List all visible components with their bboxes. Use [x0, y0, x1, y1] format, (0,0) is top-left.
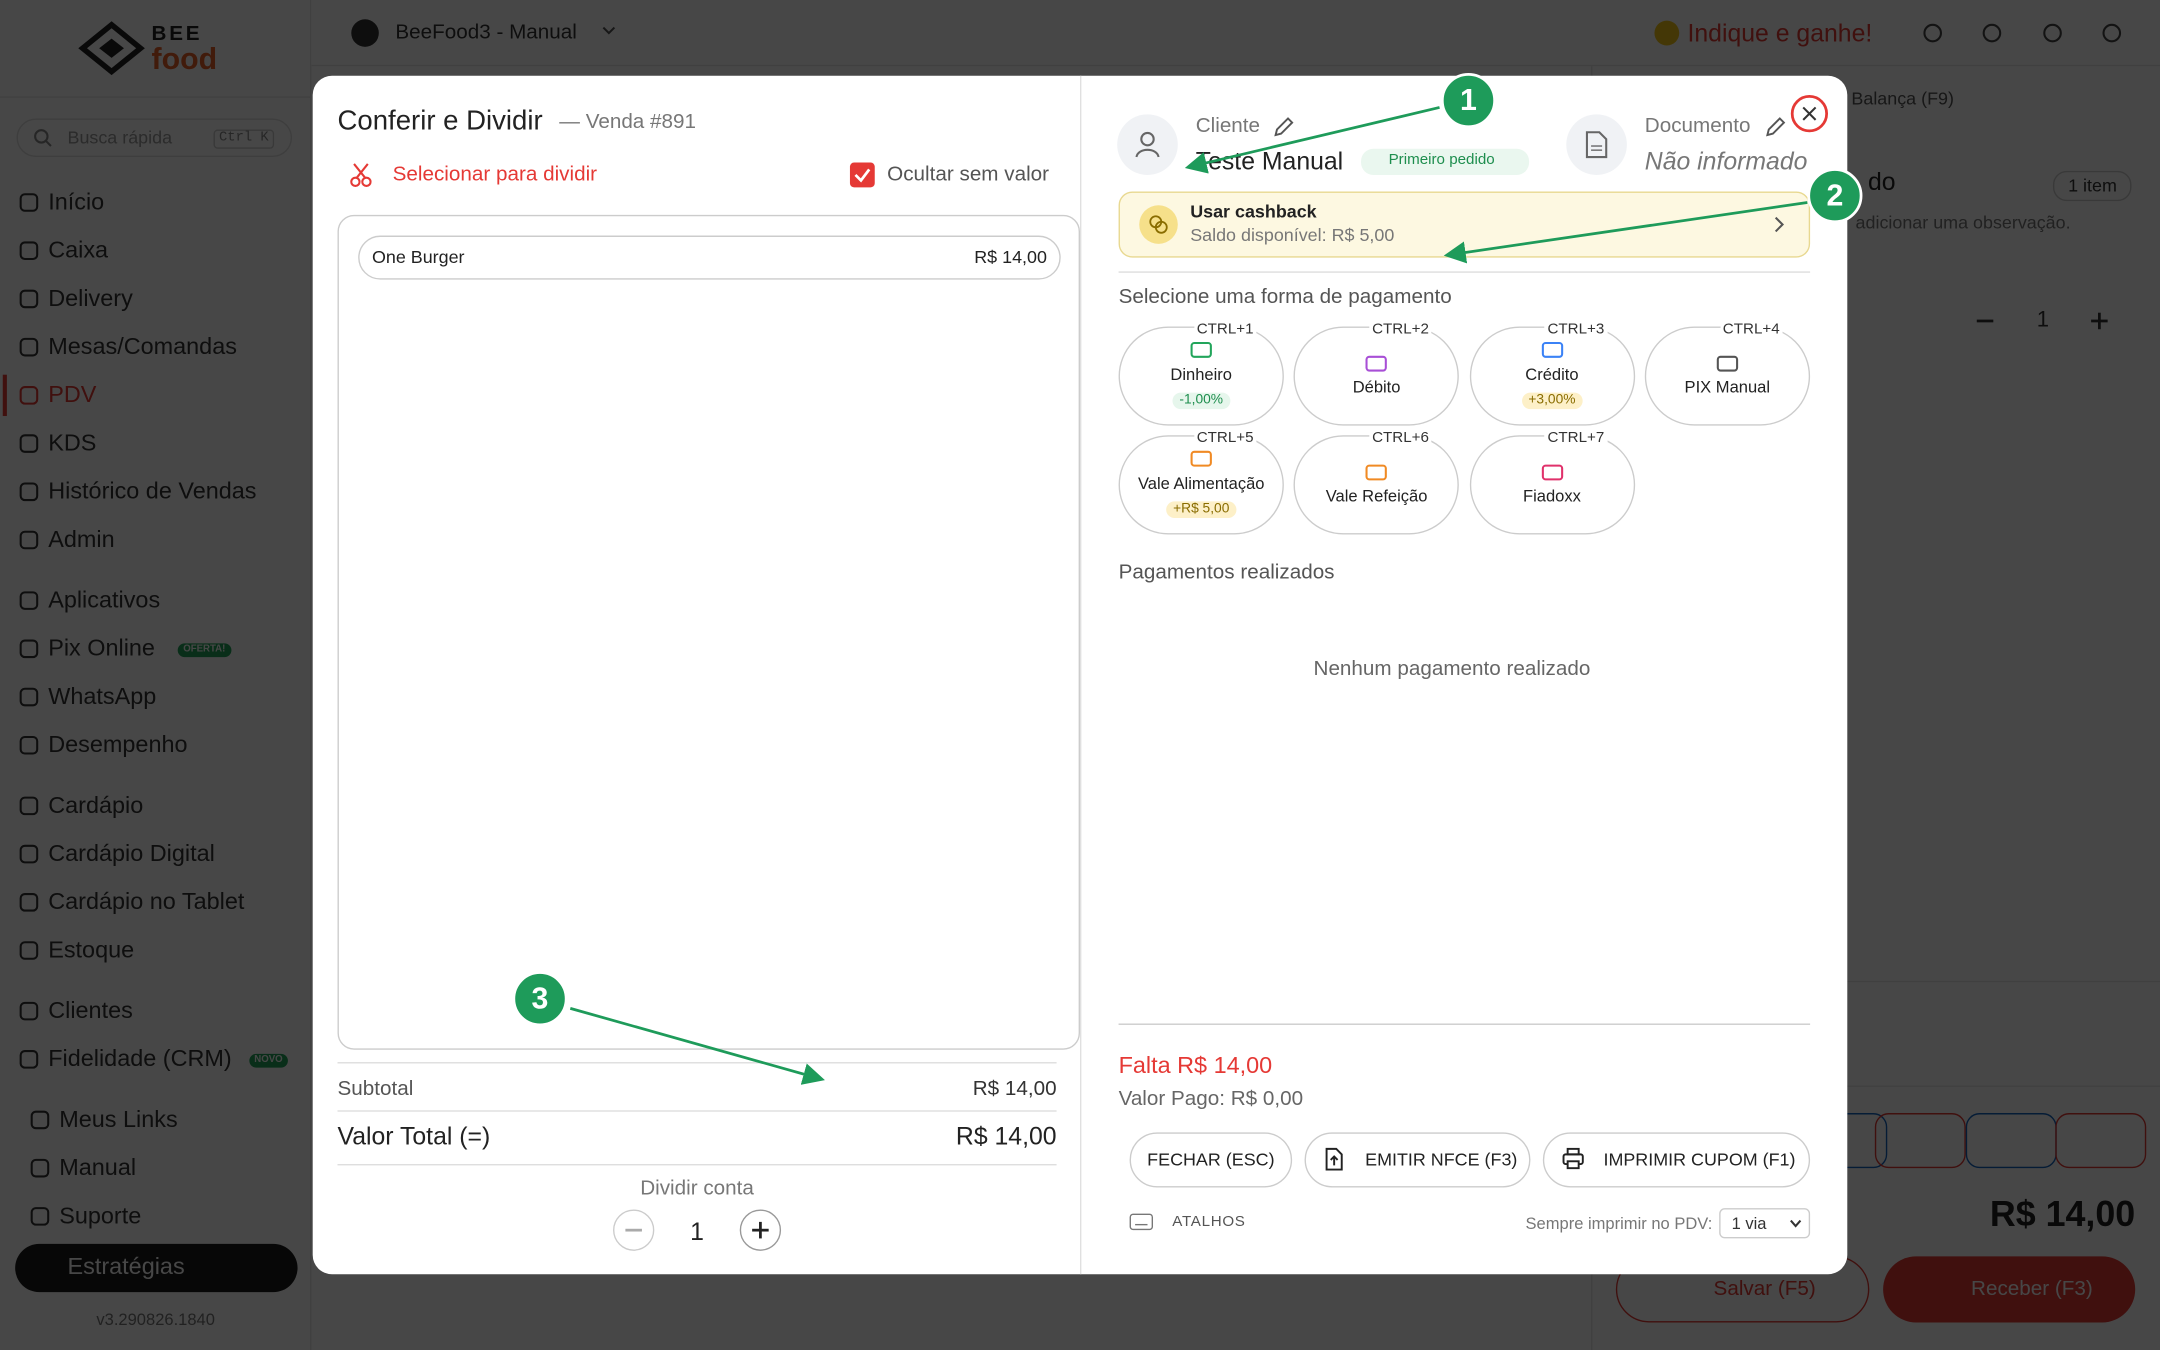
- document-avatar: [1566, 114, 1627, 175]
- summary-line: [337, 1164, 1057, 1166]
- method-icon: [1541, 464, 1563, 481]
- document-value: Não informado: [1644, 147, 1808, 175]
- total-label: Valor Total (=): [337, 1122, 491, 1151]
- select-split[interactable]: Selecionar para dividir: [392, 162, 598, 186]
- edit-icon: [1274, 117, 1294, 137]
- items-box: [337, 214, 1080, 1050]
- client-badge: Primeiro pedido: [1388, 151, 1495, 169]
- cashback-icon-bg: [1139, 205, 1178, 244]
- footer-button-label: FECHAR (ESC): [1147, 1148, 1275, 1170]
- footer-button-label: EMITIR NFCE (F3): [1365, 1148, 1518, 1170]
- print-option: 1 via: [1731, 1212, 1767, 1233]
- payment-method[interactable]: [1644, 326, 1810, 426]
- annotation-number: 1: [1460, 83, 1477, 118]
- method-name: Fiadoxx: [1522, 485, 1581, 505]
- scissors-icon: [350, 163, 372, 188]
- user-icon: [1135, 131, 1160, 158]
- payments-empty: Nenhum pagamento realizado: [1313, 656, 1591, 681]
- client-badge-box: [1361, 148, 1530, 175]
- total-value: R$ 14,00: [955, 1122, 1057, 1151]
- method-tag: +3,00%: [1521, 392, 1583, 410]
- method-name: Crédito: [1525, 364, 1579, 384]
- subtotal-label: Subtotal: [337, 1076, 414, 1101]
- method-shortcut: CTRL+1: [1193, 321, 1257, 340]
- split-plus[interactable]: [739, 1209, 782, 1251]
- method-name: PIX Manual: [1684, 376, 1771, 397]
- footer-button[interactable]: [1542, 1132, 1811, 1188]
- close-icon: [1802, 106, 1817, 121]
- method-tag: -1,00%: [1172, 392, 1230, 410]
- method-shortcut: CTRL+5: [1193, 430, 1257, 449]
- footer-button[interactable]: [1129, 1132, 1293, 1188]
- footer-button[interactable]: [1304, 1132, 1531, 1188]
- method-shortcut: CTRL+4: [1720, 321, 1783, 340]
- payment-method[interactable]: [1293, 326, 1460, 426]
- method-name: Vale Alimentação: [1137, 473, 1265, 493]
- method-shortcut: CTRL+6: [1369, 430, 1432, 449]
- summary-line: [337, 1062, 1057, 1064]
- select-chevron: [1790, 1219, 1802, 1228]
- method-name: Vale Refeição: [1325, 485, 1428, 505]
- hide-zero-label[interactable]: Ocultar sem valor: [887, 162, 1050, 186]
- method-shortcut: CTRL+7: [1544, 430, 1608, 449]
- split-count: 1: [690, 1217, 704, 1246]
- method-shortcut: CTRL+2: [1369, 321, 1432, 340]
- payment-method[interactable]: [1469, 435, 1635, 535]
- summary-line: [337, 1110, 1057, 1112]
- method-icon: [1365, 464, 1388, 481]
- minus-icon: [625, 1228, 642, 1232]
- annotation-number: 2: [1826, 178, 1844, 213]
- sale-number: — Venda #891: [559, 109, 697, 134]
- annotation-number: 3: [531, 981, 549, 1016]
- method-name: Dinheiro: [1170, 364, 1233, 384]
- shortcuts-link[interactable]: ATALHOS: [1172, 1213, 1246, 1231]
- cashback-balance: Saldo disponível: R$ 5,00: [1190, 224, 1395, 246]
- item-name: One Burger: [371, 246, 465, 268]
- payments-heading: Pagamentos realizados: [1118, 560, 1335, 584]
- section-line: [1118, 1023, 1811, 1025]
- button-icon: [1562, 1147, 1584, 1170]
- print-select[interactable]: [1719, 1208, 1811, 1239]
- document-label: Documento: [1644, 113, 1751, 138]
- plus-icon: [752, 1221, 769, 1239]
- method-icon: [1365, 355, 1388, 372]
- annotation-badge: [1440, 73, 1497, 129]
- method-icon: [1190, 341, 1212, 358]
- modal-title: Conferir e Dividir: [337, 105, 543, 136]
- print-label: Sempre imprimir no PDV:: [1525, 1212, 1713, 1233]
- keyboard-icon: [1129, 1213, 1154, 1231]
- item-row[interactable]: [358, 235, 1061, 280]
- subtotal-value: R$ 14,00: [972, 1076, 1057, 1101]
- remaining: Falta R$ 14,00: [1118, 1053, 1273, 1080]
- client-label: Cliente: [1195, 113, 1261, 138]
- annotation-badge: [512, 971, 568, 1027]
- button-icon: [1325, 1147, 1343, 1171]
- paid: Valor Pago: R$ 0,00: [1118, 1086, 1304, 1110]
- method-icon: [1190, 450, 1212, 467]
- footer-button-label: IMPRIMIR CUPOM (F1): [1603, 1148, 1796, 1170]
- method-name: Débito: [1352, 376, 1401, 397]
- hide-zero-checkbox: [849, 162, 875, 188]
- split-label: Dividir conta: [640, 1175, 754, 1200]
- payment-heading: Selecione uma forma de pagamento: [1118, 284, 1452, 309]
- method-tag: +R$ 5,00: [1166, 501, 1237, 519]
- coins-icon: [1149, 215, 1168, 234]
- document-icon: [1585, 131, 1608, 159]
- chevron-right: [1774, 216, 1785, 233]
- method-icon: [1541, 341, 1563, 358]
- edit-icon: [1766, 117, 1786, 137]
- item-price: R$ 14,00: [974, 246, 1047, 268]
- split-minus[interactable]: [613, 1209, 655, 1251]
- annotation-badge: [1807, 168, 1863, 224]
- method-shortcut: CTRL+3: [1544, 321, 1608, 340]
- section-line: [1118, 271, 1811, 273]
- modal-divider: [1079, 75, 1082, 1275]
- cashback-title: Usar cashback: [1190, 201, 1317, 222]
- method-icon: [1716, 355, 1738, 372]
